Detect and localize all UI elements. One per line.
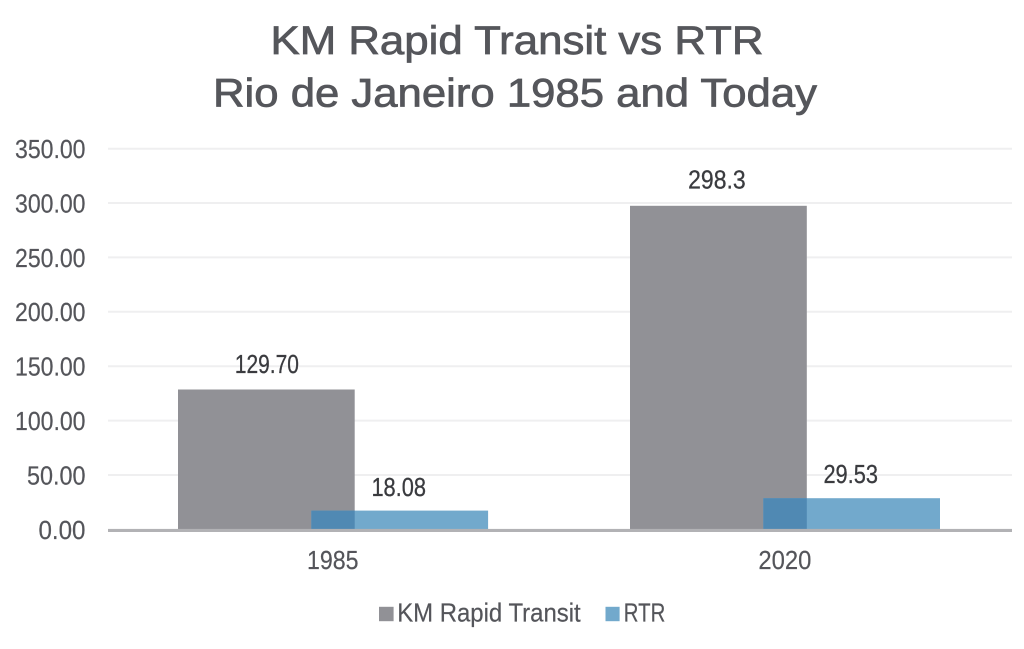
svg-text:50.00: 50.00 [27, 462, 86, 490]
svg-text:RTR: RTR [624, 600, 666, 628]
svg-text:129.70: 129.70 [235, 349, 299, 379]
svg-text:KM Rapid Transit vs RTR: KM Rapid Transit vs RTR [271, 19, 764, 63]
svg-text:Rio de Janeiro 1985 and Today: Rio de Janeiro 1985 and Today [213, 72, 817, 116]
svg-text:350.00: 350.00 [15, 136, 86, 164]
svg-text:300.00: 300.00 [15, 190, 86, 218]
svg-text:298.3: 298.3 [688, 165, 746, 195]
svg-text:100.00: 100.00 [15, 408, 86, 436]
svg-text:29.53: 29.53 [823, 459, 878, 489]
svg-text:KM Rapid Transit: KM Rapid Transit [397, 600, 581, 628]
svg-text:150.00: 150.00 [15, 354, 86, 382]
svg-text:2020: 2020 [758, 547, 811, 575]
svg-text:250.00: 250.00 [15, 245, 86, 273]
svg-text:0.00: 0.00 [39, 517, 86, 545]
svg-text:18.08: 18.08 [371, 472, 426, 502]
svg-text:1985: 1985 [307, 547, 359, 575]
svg-text:200.00: 200.00 [15, 299, 86, 327]
